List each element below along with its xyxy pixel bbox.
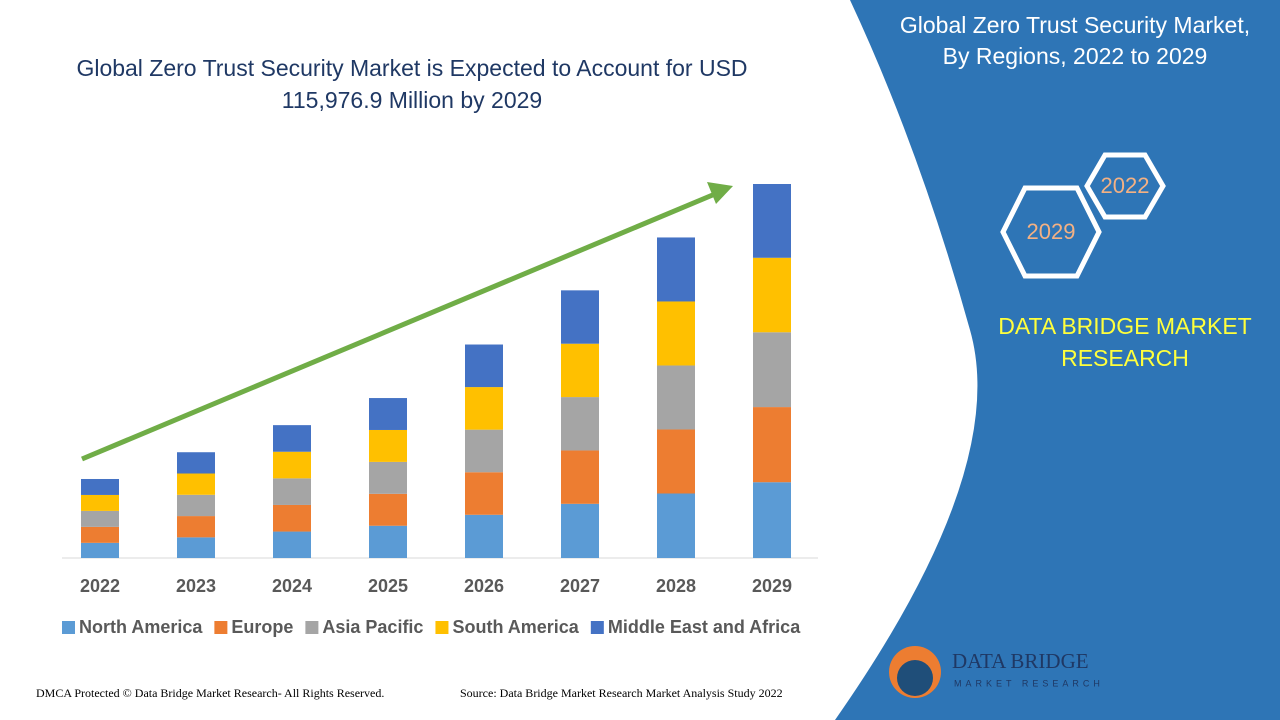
bar-segment xyxy=(753,184,791,258)
bar-segment xyxy=(81,478,119,495)
bar-segment xyxy=(561,450,599,504)
bar-segment xyxy=(465,514,503,558)
legend-label: Asia Pacific xyxy=(322,617,423,637)
logo-name: DATA BRIDGE xyxy=(952,649,1089,673)
hex-label: 2022 xyxy=(1101,173,1150,198)
logo-tagline: MARKET RESEARCH xyxy=(954,678,1104,688)
logo-mark xyxy=(897,660,933,696)
bar-segment xyxy=(465,344,503,388)
bar-segment xyxy=(657,365,695,430)
bar-segment xyxy=(273,478,311,505)
bar-segment xyxy=(657,237,695,302)
side-panel xyxy=(835,0,1280,720)
bar-segment xyxy=(657,429,695,494)
trend-arrow xyxy=(81,191,716,462)
panel-title: Global Zero Trust Security Market, By Re… xyxy=(899,12,1251,69)
bar-segment xyxy=(753,482,791,558)
bar-segment xyxy=(177,452,215,474)
legend-swatch xyxy=(435,621,449,634)
x-tick-label: 2029 xyxy=(752,576,792,596)
bar-segment xyxy=(81,542,119,558)
bar-segment xyxy=(273,425,311,452)
hex-label: 2029 xyxy=(1027,219,1076,244)
bar-segment xyxy=(369,429,407,462)
legend-swatch xyxy=(305,621,319,634)
legend-label: North America xyxy=(79,617,203,637)
bar-segment xyxy=(369,461,407,494)
hexagon xyxy=(1000,185,1102,279)
bar-segment xyxy=(273,451,311,479)
chart-title: Global Zero Trust Security Market is Exp… xyxy=(76,55,748,113)
x-tick-label: 2028 xyxy=(656,576,696,596)
legend-label: South America xyxy=(452,617,579,637)
x-tick-label: 2023 xyxy=(176,576,216,596)
legend-swatch xyxy=(590,621,604,634)
copyright: DMCA Protected © Data Bridge Market Rese… xyxy=(36,686,385,700)
bar-segment xyxy=(273,531,311,558)
bar-segment xyxy=(369,493,407,526)
bar-segment xyxy=(465,429,503,473)
bar-segment xyxy=(657,301,695,366)
x-tick-label: 2024 xyxy=(272,576,312,596)
bar-segment xyxy=(561,343,599,398)
bar-segment xyxy=(753,257,791,333)
hexagon xyxy=(1084,152,1166,220)
bar-segment xyxy=(465,472,503,515)
bar-segment xyxy=(657,493,695,558)
bar-segment xyxy=(177,473,215,495)
bar-segment xyxy=(177,537,215,558)
bar-segment xyxy=(369,525,407,558)
bar-segment xyxy=(465,387,503,430)
bar-segment xyxy=(753,407,791,483)
bar-segment xyxy=(177,516,215,538)
x-tick-label: 2022 xyxy=(80,576,120,596)
legend-label: Middle East and Africa xyxy=(608,617,801,637)
brand: DATA BRIDGE MARKET RESEARCH xyxy=(998,313,1252,371)
bar-segment xyxy=(177,494,215,517)
bar-segment xyxy=(561,397,599,451)
bar-segment xyxy=(561,503,599,558)
trend-arrow-head xyxy=(707,182,733,204)
legend-swatch xyxy=(62,621,75,634)
legend-label: Europe xyxy=(231,617,293,637)
legend-swatch xyxy=(214,621,228,634)
bar-segment xyxy=(561,290,599,344)
bar-segment xyxy=(81,510,119,527)
x-tick-label: 2025 xyxy=(368,576,408,596)
bar-segment xyxy=(753,332,791,408)
bar-segment xyxy=(273,504,311,532)
x-tick-label: 2027 xyxy=(560,576,600,596)
source: Source: Data Bridge Market Research Mark… xyxy=(460,686,783,700)
bar-segment xyxy=(81,494,119,511)
x-tick-label: 2026 xyxy=(464,576,504,596)
bar-segment xyxy=(369,398,407,430)
bar-segment xyxy=(81,526,119,543)
